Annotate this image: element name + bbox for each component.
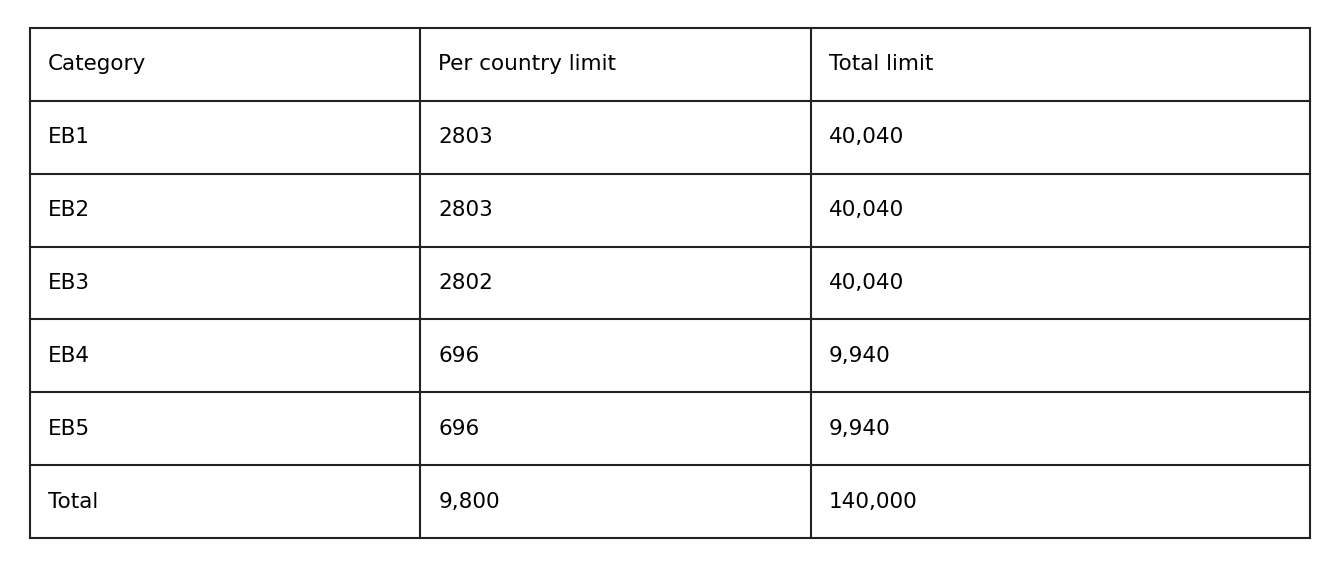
Text: Per country limit: Per country limit [439,55,617,74]
Text: EB3: EB3 [48,273,90,293]
Text: 696: 696 [439,418,479,439]
Text: EB5: EB5 [48,418,90,439]
Text: Category: Category [48,55,146,74]
Text: 2803: 2803 [439,127,494,147]
Text: Total: Total [48,492,98,512]
Text: 140,000: 140,000 [828,492,918,512]
Text: 9,940: 9,940 [828,418,891,439]
Text: 2803: 2803 [439,200,494,220]
Text: Total limit: Total limit [828,55,933,74]
Text: EB2: EB2 [48,200,90,220]
Text: EB1: EB1 [48,127,90,147]
Text: 40,040: 40,040 [828,273,904,293]
Text: 9,800: 9,800 [439,492,500,512]
Text: 40,040: 40,040 [828,127,904,147]
Text: 9,940: 9,940 [828,346,891,366]
Text: 40,040: 40,040 [828,200,904,220]
Text: EB4: EB4 [48,346,90,366]
Text: 696: 696 [439,346,479,366]
Text: 2802: 2802 [439,273,494,293]
